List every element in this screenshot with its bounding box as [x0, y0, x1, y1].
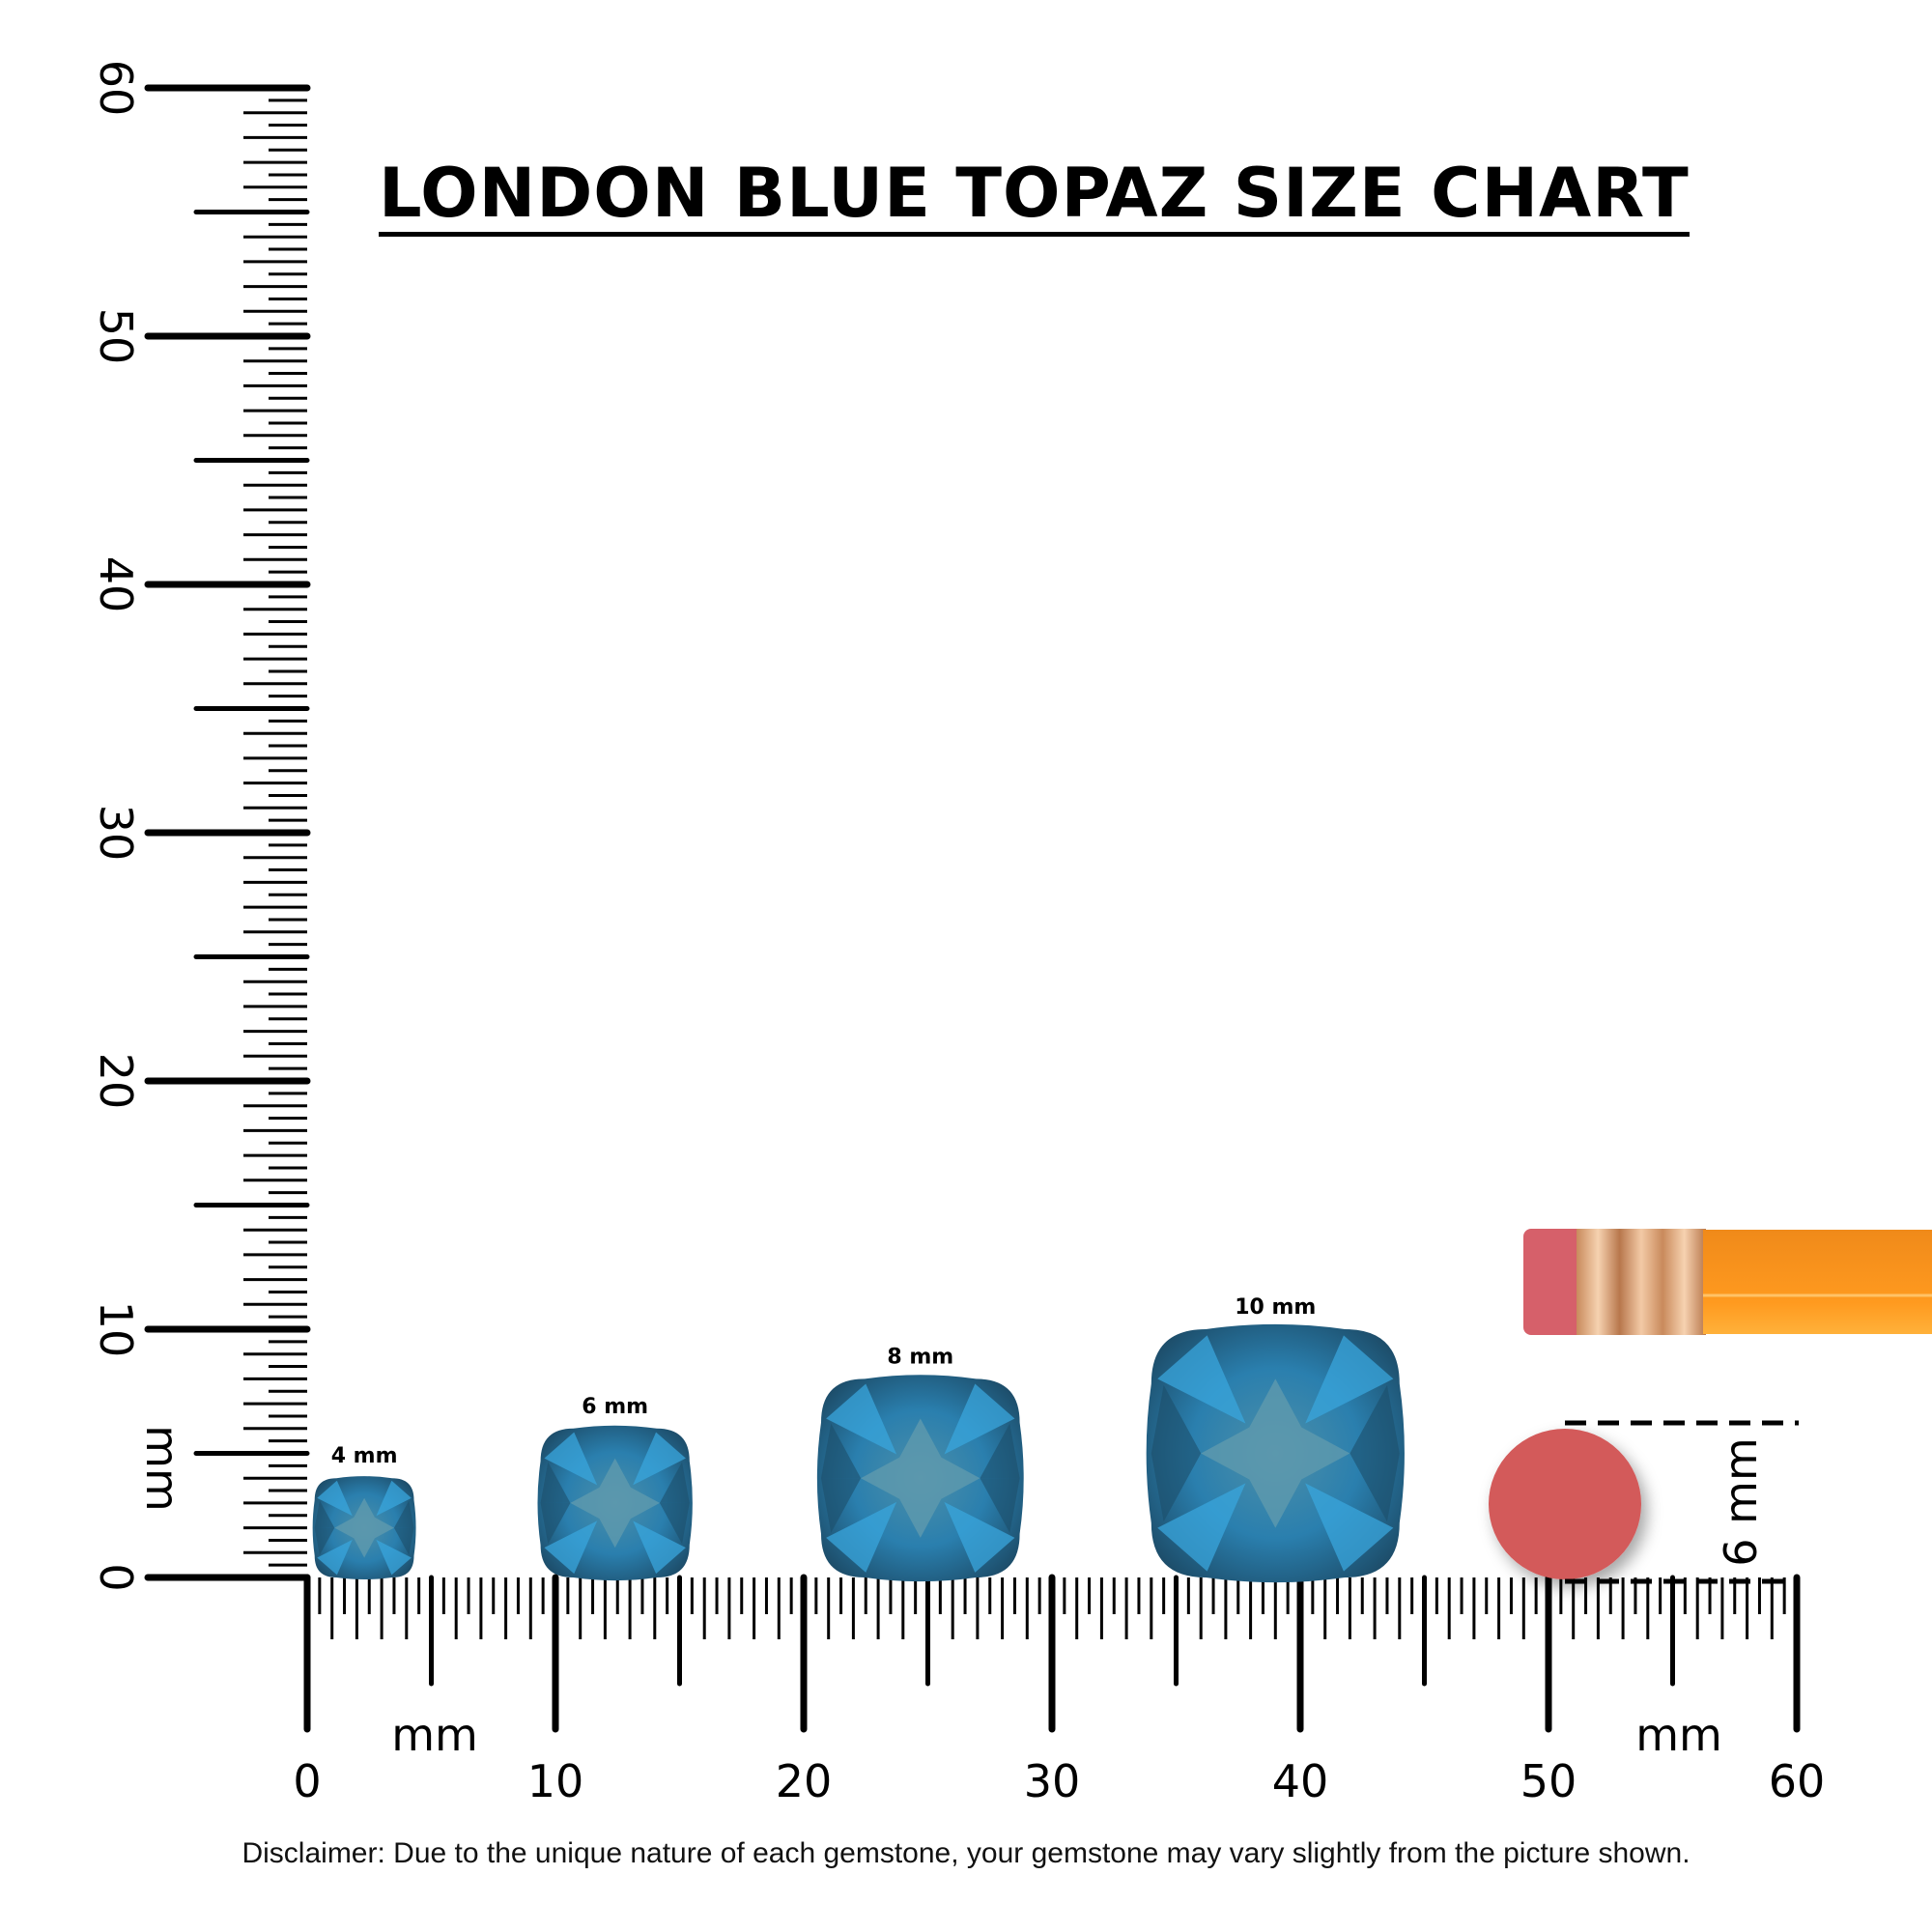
pencil-ferrule	[1577, 1229, 1706, 1335]
gem-facet	[544, 1432, 598, 1486]
gem-size-label: 10 mm	[1235, 1295, 1316, 1320]
gem-table-facet	[570, 1458, 660, 1548]
gem-facet	[1350, 1384, 1400, 1454]
gem-facet	[826, 1501, 897, 1573]
gem-facet	[944, 1501, 1015, 1573]
y-tick-label: 20	[90, 1053, 142, 1110]
x-tick-label: 60	[1769, 1755, 1826, 1807]
y-tick-label: 30	[90, 805, 142, 862]
gem-facet	[540, 1462, 571, 1503]
gem-facet	[317, 1480, 353, 1517]
disclaimer-text: Disclaimer: Due to the unique nature of …	[242, 1837, 1690, 1869]
y-tick-label: 40	[90, 556, 142, 613]
gem-facet	[820, 1423, 862, 1479]
y-tick-label: 50	[90, 308, 142, 365]
gem-facet	[633, 1432, 686, 1486]
eraser-circle	[1489, 1429, 1641, 1579]
x-unit-label: mm	[391, 1709, 478, 1761]
gemstone	[312, 1476, 416, 1580]
y-tick-label: 10	[90, 1301, 142, 1358]
gem-facet	[317, 1539, 353, 1576]
page-title: LONDON BLUE TOPAZ SIZE CHART	[379, 155, 1690, 237]
x-tick-label: 30	[1024, 1755, 1081, 1807]
gem-facet	[1350, 1453, 1400, 1522]
gemstone	[537, 1425, 693, 1581]
gem-facet	[980, 1423, 1020, 1479]
gem-facet	[1151, 1384, 1202, 1454]
gem-table-facet	[1201, 1378, 1350, 1528]
gem-facet	[314, 1500, 335, 1528]
x-tick-label: 40	[1272, 1755, 1329, 1807]
x-unit-label: mm	[1635, 1709, 1722, 1761]
pencil-body	[1703, 1230, 1932, 1334]
gem-facet	[1157, 1483, 1246, 1572]
x-tick-label: 50	[1520, 1755, 1577, 1807]
pencil-image	[1523, 1229, 1932, 1335]
y-tick-label: 60	[90, 60, 142, 117]
gem-facet	[1151, 1453, 1202, 1522]
gemstone	[816, 1375, 1024, 1582]
gem-size-label: 4 mm	[331, 1444, 398, 1468]
gem-facet	[826, 1383, 897, 1455]
reference-size-label: 6 mm	[1715, 1437, 1767, 1567]
gem-facet	[980, 1478, 1020, 1533]
gem-facet	[540, 1502, 571, 1545]
gem-size-label: 6 mm	[582, 1395, 648, 1419]
x-tick-label: 10	[527, 1755, 584, 1807]
gemstone	[1146, 1323, 1405, 1583]
gem-facet	[1305, 1483, 1394, 1572]
gem-facet	[633, 1520, 686, 1575]
gem-facet	[944, 1383, 1015, 1455]
gem-table-facet	[861, 1418, 980, 1538]
gem-facet	[314, 1527, 335, 1555]
gem-size-label: 8 mm	[887, 1345, 953, 1369]
gem-facet	[659, 1462, 690, 1503]
gem-table-facet	[334, 1497, 394, 1558]
gem-facet	[1157, 1335, 1246, 1424]
gem-facet	[376, 1480, 412, 1517]
y-unit-label: mm	[136, 1425, 188, 1512]
gem-facet	[393, 1500, 414, 1528]
gem-facet	[376, 1539, 412, 1576]
gem-facet	[393, 1527, 414, 1555]
y-tick-label: 0	[90, 1563, 142, 1591]
gem-facet	[659, 1502, 690, 1545]
pencil-eraser	[1523, 1229, 1591, 1335]
gem-facet	[1305, 1335, 1394, 1424]
eraser-reference: 6 mm	[1489, 1420, 1799, 1584]
x-tick-label: 20	[776, 1755, 833, 1807]
gem-facet	[820, 1478, 862, 1533]
gem-facet	[544, 1520, 598, 1575]
x-tick-label: 0	[293, 1755, 321, 1807]
